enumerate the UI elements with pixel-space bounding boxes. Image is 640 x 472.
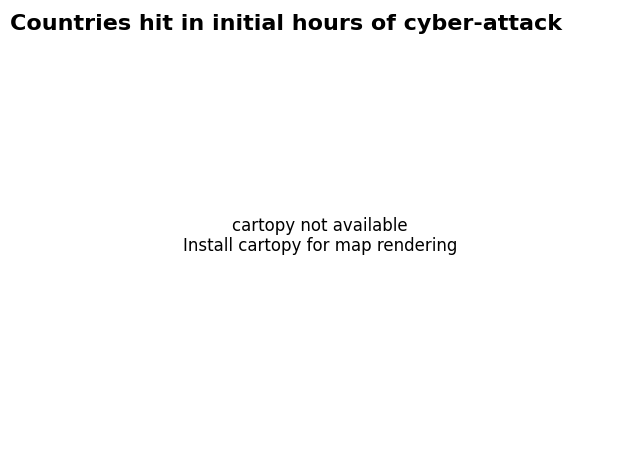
Text: Countries hit in initial hours of cyber-attack: Countries hit in initial hours of cyber-…	[10, 14, 562, 34]
Text: cartopy not available
Install cartopy for map rendering: cartopy not available Install cartopy fo…	[183, 217, 457, 255]
